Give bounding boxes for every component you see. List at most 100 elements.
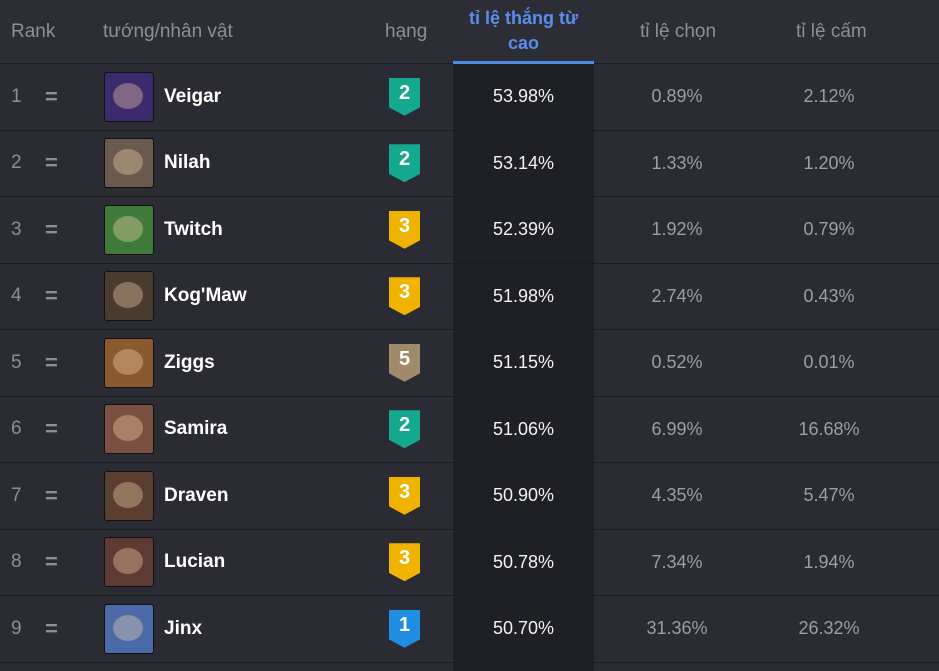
tier-badge: 3 bbox=[389, 277, 420, 316]
ban-rate-value: 16.68% bbox=[798, 418, 860, 439]
champion-portrait[interactable] bbox=[104, 138, 154, 189]
rank-number: 5 bbox=[11, 351, 22, 373]
table-row[interactable]: 5 = Ziggs 5 51.15% 0.52% 0.01% bbox=[0, 330, 939, 397]
champion-avatar-cell[interactable] bbox=[104, 131, 154, 197]
table-row[interactable]: 6 = Samira 2 51.06% 6.99% 16.68% bbox=[0, 397, 939, 463]
tier-badge-cell: 2 bbox=[389, 397, 420, 463]
header-win-rate-sorted[interactable]: tỉ lệ thắng từ cao bbox=[453, 0, 594, 64]
champion-avatar-cell[interactable] bbox=[104, 397, 154, 463]
tier-badge: 3 bbox=[389, 210, 420, 249]
rank-unchanged-icon: = bbox=[45, 283, 58, 309]
win-rate-value: 52.39% bbox=[492, 219, 555, 240]
rank-number: 7 bbox=[11, 484, 22, 506]
header-ban-rate[interactable]: tỉ lệ cấm bbox=[796, 20, 867, 42]
table-row[interactable]: 4 = Kog'Maw 3 51.98% 2.74% 0.43% bbox=[0, 264, 939, 330]
header-win-rate-line2: cao bbox=[507, 32, 540, 53]
champion-name[interactable]: Twitch bbox=[164, 218, 223, 240]
champion-portrait[interactable] bbox=[104, 537, 154, 588]
rank-unchanged-icon: = bbox=[45, 549, 58, 575]
tier-badge: 3 bbox=[389, 476, 420, 515]
rank-number: 2 bbox=[11, 152, 22, 174]
rank-unchanged-icon: = bbox=[45, 349, 58, 375]
header-tier[interactable]: hạng bbox=[385, 20, 428, 42]
ban-rate-value: 5.47% bbox=[803, 485, 855, 506]
tier-badge-cell: 3 bbox=[389, 530, 420, 596]
champion-portrait[interactable] bbox=[104, 337, 154, 388]
champion-avatar-cell[interactable] bbox=[104, 64, 154, 130]
rank-unchanged-icon: = bbox=[45, 150, 58, 176]
win-rate-value: 53.98% bbox=[492, 86, 555, 107]
rank-unchanged-icon: = bbox=[45, 416, 58, 442]
champion-avatar-cell[interactable] bbox=[104, 264, 154, 330]
champion-portrait[interactable] bbox=[104, 271, 154, 322]
ban-rate-value: 0.79% bbox=[803, 219, 855, 240]
pick-rate-value: 1.92% bbox=[651, 219, 703, 240]
table-row[interactable]: 1 = Veigar 2 53.98% 0.89% 2.12% bbox=[0, 64, 939, 131]
ban-rate-value: 1.94% bbox=[803, 551, 855, 572]
pick-rate-value: 1.33% bbox=[651, 152, 703, 173]
win-rate-value: 50.78% bbox=[492, 551, 555, 572]
champion-name[interactable]: Kog'Maw bbox=[164, 285, 247, 307]
ban-rate-value: 2.12% bbox=[803, 86, 855, 107]
header-champion[interactable]: tướng/nhân vật bbox=[103, 20, 233, 42]
champion-name[interactable]: Jinx bbox=[164, 617, 203, 639]
tier-badge: 2 bbox=[389, 77, 420, 116]
champion-name[interactable]: Veigar bbox=[164, 85, 222, 107]
champion-name[interactable]: Ziggs bbox=[164, 351, 215, 373]
rank-number: 9 bbox=[11, 617, 22, 639]
tier-badge-cell: 2 bbox=[389, 64, 420, 130]
champion-portrait[interactable] bbox=[104, 204, 154, 255]
win-rate-value: 53.14% bbox=[492, 152, 555, 173]
champion-portrait[interactable] bbox=[104, 404, 154, 455]
rank-unchanged-icon: = bbox=[45, 83, 58, 109]
header-win-rate-line1: tỉ lệ thắng từ bbox=[468, 7, 579, 28]
rank-number: 8 bbox=[11, 551, 22, 573]
win-rate-value: 51.15% bbox=[492, 352, 555, 373]
table-row[interactable]: 8 = Lucian 3 50.78% 7.34% 1.94% bbox=[0, 530, 939, 596]
pick-rate-value: 4.35% bbox=[651, 485, 703, 506]
win-rate-column-highlight bbox=[453, 64, 594, 671]
win-rate-value: 51.06% bbox=[492, 418, 555, 439]
rank-unchanged-icon: = bbox=[45, 482, 58, 508]
win-rate-value: 51.98% bbox=[492, 285, 555, 306]
champion-name[interactable]: Samira bbox=[164, 418, 228, 440]
rank-unchanged-icon: = bbox=[45, 216, 58, 242]
pick-rate-value: 7.34% bbox=[651, 551, 703, 572]
champion-avatar-cell[interactable] bbox=[104, 330, 154, 396]
champion-portrait[interactable] bbox=[104, 603, 154, 654]
champion-name[interactable]: Draven bbox=[164, 484, 229, 506]
tier-badge: 5 bbox=[389, 343, 420, 382]
tier-badge: 3 bbox=[389, 543, 420, 582]
champion-avatar-cell[interactable] bbox=[104, 596, 154, 662]
champion-avatar-cell[interactable] bbox=[104, 197, 154, 263]
champion-avatar-cell[interactable] bbox=[104, 530, 154, 596]
table-row[interactable]: 9 = Jinx 1 50.70% 31.36% 26.32% bbox=[0, 596, 939, 663]
pick-rate-value: 31.36% bbox=[646, 618, 708, 639]
tier-badge-cell: 1 bbox=[389, 596, 420, 662]
pick-rate-value: 0.89% bbox=[651, 86, 703, 107]
ban-rate-value: 0.43% bbox=[803, 285, 855, 306]
ban-rate-value: 26.32% bbox=[798, 618, 860, 639]
header-pick-rate[interactable]: tỉ lệ chọn bbox=[640, 20, 717, 42]
champion-avatar-cell[interactable] bbox=[104, 463, 154, 529]
tier-badge: 1 bbox=[389, 609, 420, 648]
table-row[interactable]: 2 = Nilah 2 53.14% 1.33% 1.20% bbox=[0, 131, 939, 197]
table-row[interactable]: 3 = Twitch 3 52.39% 1.92% 0.79% bbox=[0, 197, 939, 264]
champion-portrait[interactable] bbox=[104, 470, 154, 521]
table-body: 1 = Veigar 2 53.98% 0.89% 2.12% 2 = Nila… bbox=[0, 64, 939, 663]
pick-rate-value: 0.52% bbox=[651, 352, 703, 373]
tier-badge-cell: 5 bbox=[389, 330, 420, 396]
header-rank[interactable]: Rank bbox=[11, 20, 56, 42]
win-rate-value: 50.70% bbox=[492, 618, 555, 639]
tier-badge-cell: 2 bbox=[389, 131, 420, 197]
champion-portrait[interactable] bbox=[104, 71, 154, 122]
rank-number: 4 bbox=[11, 285, 22, 307]
table-row[interactable]: 7 = Draven 3 50.90% 4.35% 5.47% bbox=[0, 463, 939, 530]
table-header: Rank tướng/nhân vật hạng tỉ lệ thắng từ … bbox=[0, 0, 939, 64]
tier-badge-cell: 3 bbox=[389, 197, 420, 263]
tier-badge-cell: 3 bbox=[389, 264, 420, 330]
champion-name[interactable]: Lucian bbox=[164, 551, 226, 573]
ban-rate-value: 0.01% bbox=[803, 352, 855, 373]
champion-name[interactable]: Nilah bbox=[164, 152, 211, 174]
